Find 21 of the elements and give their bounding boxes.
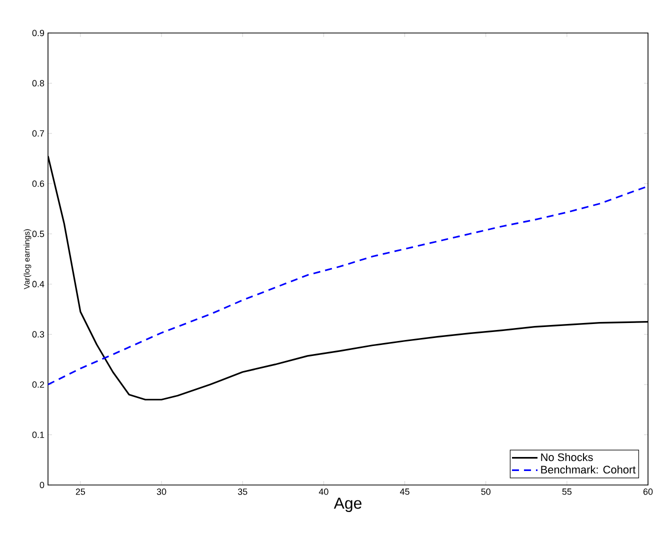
y-tick-label: 0.4 (32, 280, 44, 288)
x-axis-title: Age (334, 498, 362, 512)
legend-label: No Shocks (541, 453, 593, 462)
x-tick-label: 45 (400, 488, 410, 495)
x-tick-label: 50 (481, 488, 490, 495)
y-tick-label: 0.9 (32, 30, 44, 36)
y-tick-label: 0 (40, 482, 44, 488)
x-tick-label: 35 (238, 488, 248, 495)
x-tick-label: 30 (156, 488, 166, 495)
y-tick-label: 0.6 (32, 180, 44, 187)
y-tick-label: 0.2 (32, 381, 44, 388)
y-tick-label: 0.8 (32, 80, 44, 86)
x-tick-label: 55 (562, 488, 572, 495)
legend-label: Benchmark: Cohort (541, 465, 636, 474)
x-tick-label: 60 (643, 488, 653, 495)
x-tick-label: 25 (76, 488, 86, 495)
y-tick-label: 0.7 (32, 130, 44, 137)
y-tick-label: 0.3 (32, 331, 44, 338)
y-tick-label: 0.1 (32, 432, 44, 438)
x-tick-label: 40 (318, 488, 328, 495)
y-tick-label: 0.5 (32, 230, 44, 238)
